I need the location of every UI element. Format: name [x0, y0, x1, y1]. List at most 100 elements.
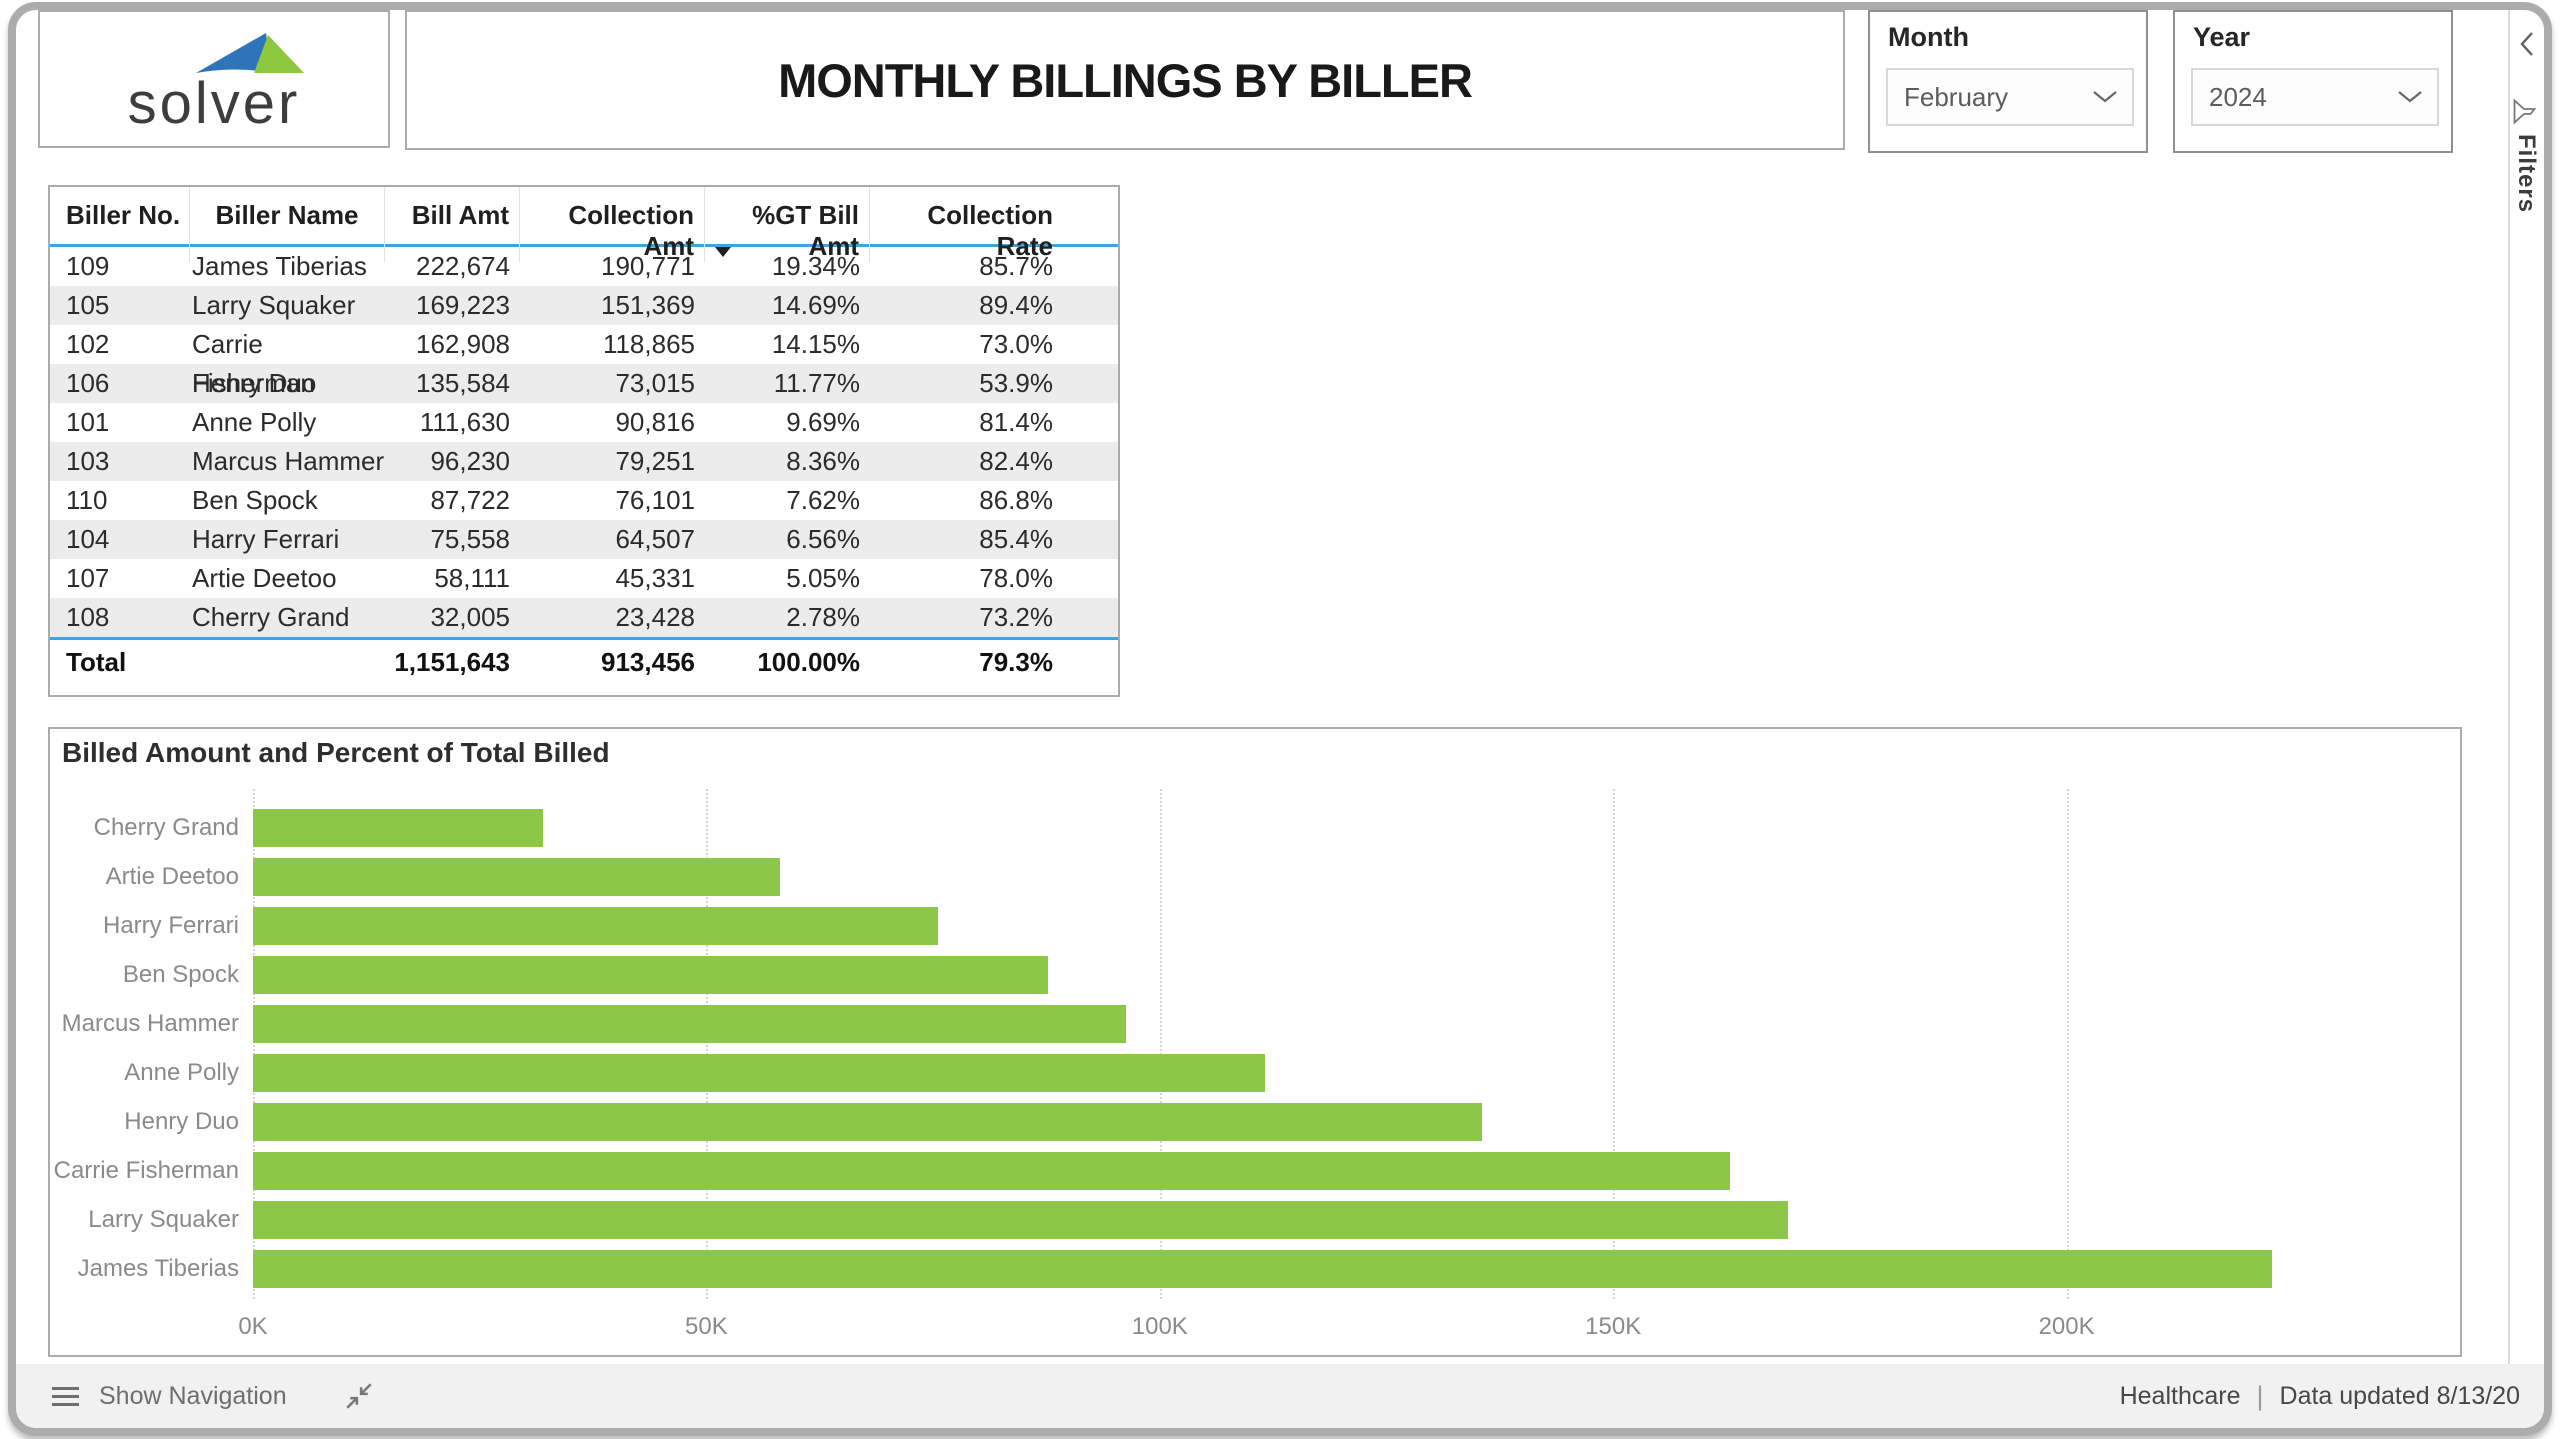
- chart-plot-area: 0K 50K 100K 150K 200K: [238, 789, 2452, 1340]
- category-label: Harry Ferrari: [103, 911, 239, 939]
- total-accent-line: [50, 637, 1118, 640]
- bar[interactable]: [253, 857, 780, 896]
- logo-card: solver: [38, 10, 390, 148]
- show-navigation-button[interactable]: Show Navigation: [52, 1382, 287, 1411]
- year-dropdown[interactable]: 2024: [2191, 68, 2439, 126]
- total-collection-amt: 913,456: [601, 647, 695, 677]
- chevron-down-icon: [2092, 90, 2118, 104]
- gridline: [253, 789, 255, 1299]
- total-pct-gt: 100.00%: [757, 647, 860, 677]
- table-row[interactable]: 108 Cherry Grand 32,005 23,428 2.78% 73.…: [50, 598, 1118, 637]
- report-page: solver MONTHLY BILLINGS BY BILLER Month …: [8, 2, 2552, 1436]
- chart-title: Billed Amount and Percent of Total Bille…: [62, 737, 610, 768]
- column-header-bill-amt[interactable]: Bill Amt: [385, 187, 520, 262]
- bar-row: [253, 1048, 2452, 1097]
- category-label: Larry Squaker: [88, 1205, 239, 1233]
- bar[interactable]: [253, 906, 939, 945]
- year-dropdown-value: 2024: [2209, 81, 2267, 112]
- bar-row: [253, 803, 2452, 852]
- header-accent-line: [50, 244, 1118, 247]
- logo-text: solver: [127, 71, 301, 136]
- column-header-biller-name[interactable]: Biller Name: [190, 187, 385, 262]
- year-slicer-label: Year: [2193, 22, 2251, 52]
- category-label: Artie Deetoo: [105, 862, 239, 890]
- footer-bar: Show Navigation Healthcare | Data update…: [16, 1364, 2544, 1428]
- category-label: James Tiberias: [77, 1254, 239, 1282]
- billed-amount-chart: Billed Amount and Percent of Total Bille…: [48, 727, 2462, 1357]
- filter-funnel-icon: [2511, 98, 2545, 126]
- bar-row: [253, 999, 2452, 1048]
- show-navigation-label: Show Navigation: [99, 1381, 287, 1410]
- bar[interactable]: [253, 1151, 1731, 1190]
- gridline: [1159, 789, 1162, 1299]
- footer-status: Healthcare | Data updated 8/13/20: [2120, 1381, 2520, 1412]
- bar[interactable]: [253, 1004, 1126, 1043]
- bar[interactable]: [253, 1053, 1266, 1092]
- footer-separator: |: [2256, 1380, 2264, 1411]
- billings-table: Biller No. Biller Name Bill Amt Collecti…: [48, 185, 1120, 697]
- category-label: Cherry Grand: [93, 813, 239, 841]
- x-axis-tick: 200K: [2038, 1313, 2095, 1340]
- solver-logo-icon: [196, 33, 304, 73]
- dataset-name: Healthcare: [2119, 1381, 2241, 1410]
- table-row[interactable]: 105 Larry Squaker 169,223 151,369 14.69%…: [50, 286, 1118, 325]
- bar-row: [253, 1195, 2452, 1244]
- bar-row: [253, 901, 2452, 950]
- hamburger-icon: [52, 1386, 79, 1406]
- bar[interactable]: [253, 808, 544, 847]
- gridline: [2066, 789, 2069, 1299]
- page-title: MONTHLY BILLINGS BY BILLER: [778, 53, 1473, 107]
- column-header-collection-rate[interactable]: Collection Rate: [927, 200, 1053, 261]
- gridline: [1613, 789, 1616, 1299]
- column-header-biller-no[interactable]: Biller No.: [50, 187, 190, 262]
- title-card: MONTHLY BILLINGS BY BILLER: [405, 10, 1845, 150]
- month-dropdown-value: February: [1904, 81, 2009, 112]
- column-header-pct-gt-bill-amt[interactable]: %GT Bill Amt: [705, 187, 870, 262]
- month-dropdown[interactable]: February: [1886, 68, 2134, 126]
- table-body: 109 James Tiberias 222,674 190,771 19.34…: [50, 247, 1118, 637]
- filters-pane-label: Filters: [2513, 134, 2540, 214]
- bar-row: [253, 852, 2452, 901]
- table-row[interactable]: 106 Henry Duo 135,584 73,015 11.77% 53.9…: [50, 364, 1118, 403]
- chevron-down-icon: [2397, 90, 2423, 104]
- table-header-row: Biller No. Biller Name Bill Amt Collecti…: [50, 187, 1118, 262]
- x-axis-tick: 150K: [1585, 1313, 1642, 1340]
- bar-row: [253, 1244, 2452, 1293]
- table-row[interactable]: 109 James Tiberias 222,674 190,771 19.34…: [66, 251, 1053, 281]
- year-slicer: Year 2024: [2173, 10, 2453, 153]
- total-collection-rate: 79.3%: [979, 647, 1053, 677]
- table-row[interactable]: 107 Artie Deetoo 58,111 45,331 5.05% 78.…: [66, 563, 1053, 593]
- category-label: Marcus Hammer: [61, 1009, 239, 1037]
- total-label: Total: [66, 647, 127, 677]
- bar[interactable]: [253, 1249, 2273, 1288]
- table-row[interactable]: 101 Anne Polly 111,630 90,816 9.69% 81.4…: [66, 407, 1053, 437]
- table-row[interactable]: 102 Carrie Fisherman 162,908 118,865 14.…: [66, 329, 1053, 398]
- category-label: Henry Duo: [124, 1107, 239, 1135]
- bar-row: [253, 1097, 2452, 1146]
- table-total-row: Total 1,151,643 913,456 100.00% 79.3%: [50, 640, 1118, 684]
- bar[interactable]: [253, 1200, 1788, 1239]
- table-row[interactable]: 103 Marcus Hammer 96,230 79,251 8.36% 82…: [50, 442, 1118, 481]
- bar[interactable]: [253, 955, 1049, 994]
- data-updated-text: Data updated 8/13/20: [2279, 1381, 2520, 1410]
- total-bill-amt: 1,151,643: [394, 647, 510, 677]
- category-label: Ben Spock: [122, 960, 239, 988]
- sort-descending-icon: [715, 247, 731, 257]
- x-axis-tick: 0K: [238, 1313, 268, 1340]
- category-label: Anne Polly: [124, 1058, 239, 1086]
- column-header-collection-amt[interactable]: Collection Amt: [520, 187, 705, 262]
- x-axis-tick: 100K: [1131, 1313, 1188, 1340]
- chevron-left-icon: [2518, 30, 2536, 65]
- bar[interactable]: [253, 1102, 1483, 1141]
- chart-category-axis: Cherry Grand Artie Deetoo Harry Ferrari Ben…: [50, 803, 253, 1293]
- month-slicer: Month February: [1868, 10, 2148, 153]
- table-row[interactable]: 104 Harry Ferrari 75,558 64,507 6.56% 85…: [50, 520, 1118, 559]
- filters-pane-toggle[interactable]: Filters: [2508, 10, 2544, 1364]
- table-row[interactable]: 110 Ben Spock 87,722 76,101 7.62% 86.8%: [66, 485, 1053, 515]
- chart-bars: [253, 803, 2452, 1293]
- collapse-diagonal-icon[interactable]: [343, 1380, 375, 1412]
- bar-row: [253, 950, 2452, 999]
- total-empty: [190, 640, 385, 684]
- category-label: Carrie Fisherman: [53, 1156, 239, 1184]
- x-axis-tick: 50K: [685, 1313, 728, 1340]
